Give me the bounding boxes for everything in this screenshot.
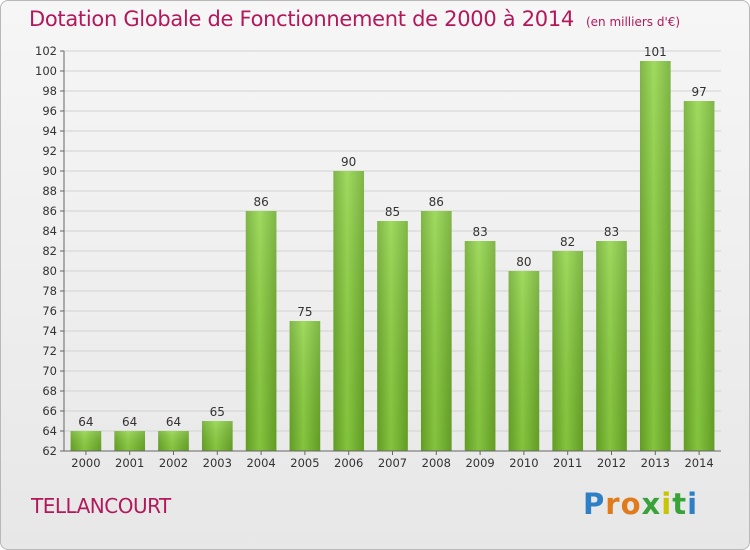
x-tick-label: 2005 xyxy=(290,456,319,470)
y-tick-label: 66 xyxy=(42,404,57,418)
bar-shade xyxy=(508,271,540,451)
x-tick-label: 2012 xyxy=(597,456,626,470)
bar-shade xyxy=(158,431,189,451)
x-tick-label: 2007 xyxy=(378,456,407,470)
bar-value-label: 64 xyxy=(78,415,93,429)
bar-shade xyxy=(114,431,146,451)
y-tick-label: 84 xyxy=(42,224,57,238)
bar-value-label: 83 xyxy=(472,225,487,239)
y-tick-label: 86 xyxy=(42,204,57,218)
bar-value-label: 86 xyxy=(429,195,444,209)
logo-letter: i xyxy=(661,487,673,521)
bar-shade xyxy=(552,251,584,451)
bar-shade xyxy=(420,211,452,451)
y-tick-label: 64 xyxy=(42,424,57,438)
logo-letter: P xyxy=(583,487,606,521)
x-tick-label: 2001 xyxy=(115,456,144,470)
bar-value-label: 90 xyxy=(341,155,356,169)
bar-shade xyxy=(464,241,496,451)
bar-value-label: 65 xyxy=(210,405,225,419)
y-tick-label: 92 xyxy=(42,144,57,158)
logo-letter: x xyxy=(641,487,662,521)
x-tick-label: 2009 xyxy=(465,456,494,470)
x-tick-label: 2000 xyxy=(71,456,100,470)
y-tick-label: 62 xyxy=(42,444,57,458)
logo-letter: r xyxy=(605,487,621,521)
bar-shade xyxy=(683,101,715,451)
x-tick-label: 2014 xyxy=(684,456,713,470)
x-tick-label: 2011 xyxy=(553,456,582,470)
bar-value-label: 80 xyxy=(516,255,531,269)
bar-shade xyxy=(639,61,671,451)
y-tick-label: 68 xyxy=(42,384,57,398)
commune-name: TELLANCOURT xyxy=(31,494,171,518)
y-tick-label: 72 xyxy=(42,344,57,358)
bar-value-label: 64 xyxy=(166,415,181,429)
bar-shade xyxy=(377,221,408,451)
bars: 64 64 64 65 86 75 90 85 86 83 80 82 83 101 97 xyxy=(70,45,715,451)
x-tick-label: 2003 xyxy=(203,456,232,470)
bar-shade xyxy=(201,421,233,451)
y-tick-label: 98 xyxy=(42,84,57,98)
y-tick-label: 102 xyxy=(35,44,57,58)
x-axis: 2000 2001 2002 2003 2004 2005 2006 2007 2008 2009… xyxy=(64,450,721,470)
y-tick-label: 70 xyxy=(42,364,57,378)
bar-shade xyxy=(333,171,365,451)
y-tick-label: 78 xyxy=(42,284,57,298)
logo-letter: t xyxy=(672,487,688,521)
y-tick-label: 74 xyxy=(42,324,57,338)
bar-value-label: 85 xyxy=(385,205,400,219)
logo-letter: o xyxy=(620,487,642,521)
bar-value-label: 64 xyxy=(122,415,137,429)
bar-value-label: 101 xyxy=(644,45,667,59)
x-tick-label: 2010 xyxy=(509,456,538,470)
chart-subtitle: (en milliers d'€) xyxy=(585,15,681,29)
bar-value-label: 83 xyxy=(604,225,619,239)
x-tick-label: 2006 xyxy=(334,456,363,470)
y-tick-label: 88 xyxy=(42,184,57,198)
y-tick-label: 96 xyxy=(42,104,57,118)
bar-shade xyxy=(596,241,627,451)
bar-value-label: 97 xyxy=(691,85,706,99)
y-tick-label: 82 xyxy=(42,244,57,258)
bar-shade xyxy=(70,431,102,451)
bar-shade xyxy=(245,211,277,451)
y-tick-label: 80 xyxy=(42,264,57,278)
bar-value-label: 82 xyxy=(560,235,575,249)
bar-shade xyxy=(289,321,321,451)
x-tick-label: 2004 xyxy=(246,456,275,470)
chart-title: Dotation Globale de Fonctionnement de 20… xyxy=(29,7,681,31)
x-tick-label: 2002 xyxy=(159,456,188,470)
logo-letter: i xyxy=(687,487,699,521)
proxiti-logo[interactable]: Proxiti xyxy=(583,487,698,521)
x-tick-label: 2013 xyxy=(641,456,670,470)
y-axis: 62 64 66 68 70 72 74 76 78 80 82 84 86 88 90 92 94 96 98 10… xyxy=(35,44,65,458)
y-tick-label: 90 xyxy=(42,164,57,178)
y-tick-label: 94 xyxy=(42,124,57,138)
y-tick-label: 76 xyxy=(42,304,57,318)
bar-value-label: 86 xyxy=(253,195,268,209)
bar-value-label: 75 xyxy=(297,305,312,319)
x-tick-label: 2008 xyxy=(422,456,451,470)
y-tick-label: 100 xyxy=(35,64,57,78)
